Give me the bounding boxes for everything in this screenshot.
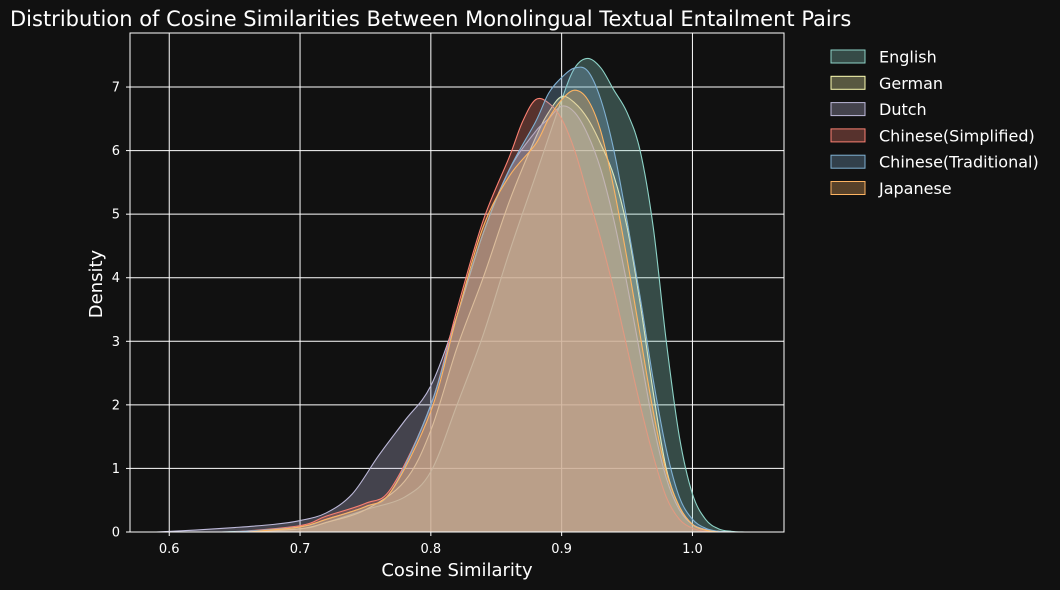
y-tick-label: 2 bbox=[112, 398, 120, 413]
x-axis-label: Cosine Similarity bbox=[381, 560, 533, 581]
y-tick-label: 1 bbox=[112, 462, 120, 477]
chart-title: Distribution of Cosine Similarities Betw… bbox=[10, 7, 851, 31]
y-tick-label: 6 bbox=[112, 144, 120, 159]
density-line-3 bbox=[234, 97, 719, 533]
x-tick-label: 0.7 bbox=[290, 542, 311, 557]
legend-label: Chinese(Traditional) bbox=[879, 153, 1039, 172]
y-tick-label: 4 bbox=[112, 271, 120, 286]
y-tick-label: 5 bbox=[112, 208, 120, 223]
density-line-5 bbox=[247, 89, 719, 533]
x-tick-label: 0.9 bbox=[551, 542, 572, 557]
y-tick-label: 7 bbox=[112, 81, 120, 96]
density-area-2 bbox=[156, 105, 732, 533]
legend-swatch bbox=[830, 102, 866, 117]
density-area-3 bbox=[234, 98, 719, 532]
legend-label: English bbox=[879, 48, 937, 67]
y-tick-label: 0 bbox=[112, 526, 120, 541]
x-axis-ticks: 0.6 0.7 0.8 0.9 1.0 bbox=[159, 532, 703, 557]
x-tick-label: 1.0 bbox=[682, 542, 703, 557]
x-tick-label: 0.8 bbox=[420, 542, 441, 557]
density-area-4 bbox=[234, 67, 732, 532]
legend-swatch bbox=[830, 128, 866, 143]
legend-swatch bbox=[830, 154, 866, 169]
legend-label: Japanese bbox=[878, 179, 952, 198]
x-tick-label: 0.6 bbox=[159, 542, 180, 557]
legend-swatch bbox=[830, 181, 866, 195]
legend-label: German bbox=[879, 74, 943, 93]
legend-swatch bbox=[830, 49, 866, 64]
legend-label: Chinese(Simplified) bbox=[879, 126, 1035, 145]
density-areas bbox=[156, 57, 745, 533]
y-axis-ticks: 0 1 2 3 4 5 6 7 bbox=[112, 81, 130, 541]
legend-label: Dutch bbox=[879, 100, 927, 119]
density-line-0 bbox=[221, 57, 745, 533]
plot-area bbox=[129, 32, 785, 533]
legend-swatch bbox=[830, 75, 866, 90]
plot-frame bbox=[129, 32, 785, 533]
density-area-5 bbox=[247, 90, 719, 533]
legend: English German Dutch Chinese(Simplified) Chi… bbox=[830, 48, 1039, 198]
y-tick-label: 3 bbox=[112, 335, 120, 350]
y-axis-label: Density bbox=[86, 249, 107, 318]
